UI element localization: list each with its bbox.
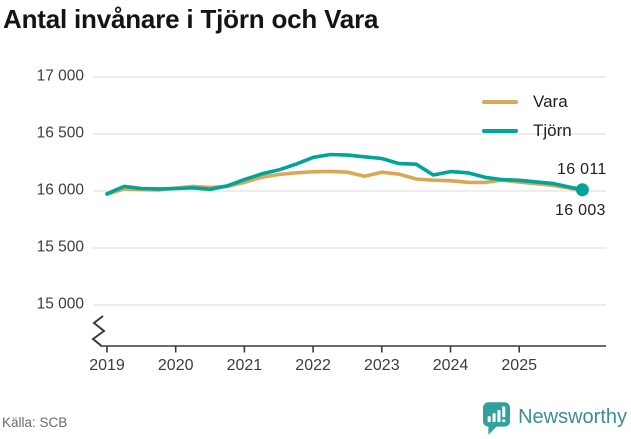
legend-item-tjorn: Tjörn <box>482 116 572 145</box>
newsworthy-chart-bubble-icon <box>483 402 511 435</box>
newsworthy-logo[interactable]: Newsworthy <box>483 402 627 435</box>
x-axis-label: 2022 <box>295 357 331 374</box>
y-axis-label: 16 000 <box>36 181 84 199</box>
legend-swatch-tjorn <box>482 128 518 133</box>
line-tjorn <box>105 152 585 196</box>
x-axis-label: 2024 <box>432 357 469 374</box>
x-axis-label: 2019 <box>89 357 125 374</box>
legend-label: Tjörn <box>533 120 572 140</box>
y-axis-label: 15 500 <box>36 238 84 256</box>
legend-item-vara: Vara <box>482 87 572 116</box>
end-value-label-vara: 16 003 <box>555 202 606 219</box>
x-axis-label: 2020 <box>157 357 194 374</box>
axis-break-icon <box>91 315 106 347</box>
x-axis: 2019 2020 2021 2022 2023 2024 2025 <box>0 357 631 379</box>
y-axis-label: 16 500 <box>36 124 84 142</box>
y-axis-label: 17 000 <box>36 67 84 85</box>
source-note: Källa: SCB <box>2 415 68 430</box>
legend-swatch-vara <box>482 99 518 104</box>
legend: Vara Tjörn <box>482 87 572 145</box>
y-axis-label: 15 000 <box>36 295 84 313</box>
end-dot-tjorn <box>575 183 589 197</box>
chart-title: Antal invånare i Tjörn och Vara <box>3 4 379 34</box>
legend-label: Vara <box>533 91 568 111</box>
end-value-label-tjorn: 16 011 <box>557 161 607 178</box>
x-axis-label: 2021 <box>226 357 263 374</box>
newsworthy-wordmark: Newsworthy <box>518 406 627 428</box>
x-axis-label: 2025 <box>501 357 537 374</box>
x-axis-label: 2023 <box>364 357 400 374</box>
y-axis: 17 000 16 500 16 000 15 500 15 000 <box>10 0 84 360</box>
